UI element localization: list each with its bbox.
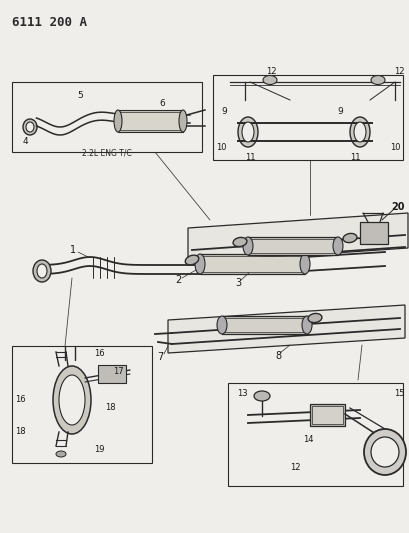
- Ellipse shape: [262, 76, 276, 85]
- Text: 12: 12: [289, 464, 299, 472]
- Text: 19: 19: [94, 446, 104, 455]
- Text: 16: 16: [94, 349, 104, 358]
- Text: 17: 17: [112, 367, 123, 376]
- Ellipse shape: [299, 254, 309, 274]
- Text: 18: 18: [15, 427, 25, 437]
- Bar: [359, 222, 387, 244]
- Text: 6111 200 A: 6111 200 A: [12, 16, 87, 29]
- Text: 6: 6: [159, 99, 164, 108]
- Ellipse shape: [254, 391, 270, 401]
- Text: 10: 10: [389, 143, 399, 152]
- Text: 15: 15: [393, 389, 403, 398]
- Ellipse shape: [349, 117, 369, 147]
- Bar: [213, 75, 402, 160]
- Bar: [247, 237, 337, 255]
- Bar: [12, 82, 202, 152]
- Ellipse shape: [26, 122, 34, 132]
- Bar: [249, 239, 335, 253]
- Ellipse shape: [370, 437, 398, 467]
- Text: 2: 2: [175, 275, 181, 285]
- Text: 20: 20: [390, 202, 404, 212]
- Text: 5: 5: [77, 91, 83, 100]
- Polygon shape: [168, 305, 404, 353]
- Text: 9: 9: [220, 108, 226, 117]
- Ellipse shape: [237, 117, 257, 147]
- Ellipse shape: [179, 110, 187, 132]
- Ellipse shape: [353, 122, 365, 142]
- Bar: [311, 406, 342, 424]
- Bar: [202, 256, 302, 272]
- Ellipse shape: [370, 76, 384, 85]
- Text: 11: 11: [244, 152, 255, 161]
- Text: 14: 14: [302, 435, 312, 445]
- Ellipse shape: [216, 316, 227, 334]
- Ellipse shape: [114, 110, 122, 132]
- Text: 11: 11: [349, 152, 360, 161]
- Bar: [120, 112, 180, 130]
- Ellipse shape: [33, 260, 51, 282]
- Text: 18: 18: [104, 403, 115, 413]
- Ellipse shape: [243, 237, 252, 255]
- Polygon shape: [188, 213, 407, 263]
- Bar: [98, 365, 126, 383]
- Text: 13: 13: [236, 389, 247, 398]
- Bar: [223, 318, 304, 332]
- Text: 2.2L ENG T/C: 2.2L ENG T/C: [82, 148, 132, 157]
- Bar: [221, 316, 306, 334]
- Ellipse shape: [342, 233, 356, 243]
- Text: 12: 12: [265, 68, 276, 77]
- Ellipse shape: [195, 254, 204, 274]
- Text: 1: 1: [70, 245, 76, 255]
- Text: 12: 12: [393, 68, 403, 77]
- Ellipse shape: [301, 316, 311, 334]
- Ellipse shape: [23, 119, 37, 135]
- Ellipse shape: [56, 451, 66, 457]
- Text: 7: 7: [157, 352, 163, 362]
- Text: 10: 10: [215, 143, 226, 152]
- Text: 8: 8: [274, 351, 281, 361]
- Text: 9: 9: [336, 108, 342, 117]
- Text: 4: 4: [22, 138, 28, 147]
- Ellipse shape: [332, 237, 342, 255]
- Bar: [200, 254, 304, 274]
- Ellipse shape: [307, 313, 321, 322]
- Ellipse shape: [241, 122, 254, 142]
- Ellipse shape: [185, 255, 198, 265]
- Ellipse shape: [363, 429, 405, 475]
- Bar: [309, 404, 344, 426]
- Ellipse shape: [37, 264, 47, 278]
- Ellipse shape: [59, 375, 85, 425]
- Bar: [118, 110, 182, 132]
- Bar: [227, 383, 402, 486]
- Text: 3: 3: [234, 278, 240, 288]
- Ellipse shape: [53, 366, 91, 434]
- Ellipse shape: [232, 237, 246, 247]
- Text: 16: 16: [15, 395, 25, 405]
- Bar: [12, 346, 152, 463]
